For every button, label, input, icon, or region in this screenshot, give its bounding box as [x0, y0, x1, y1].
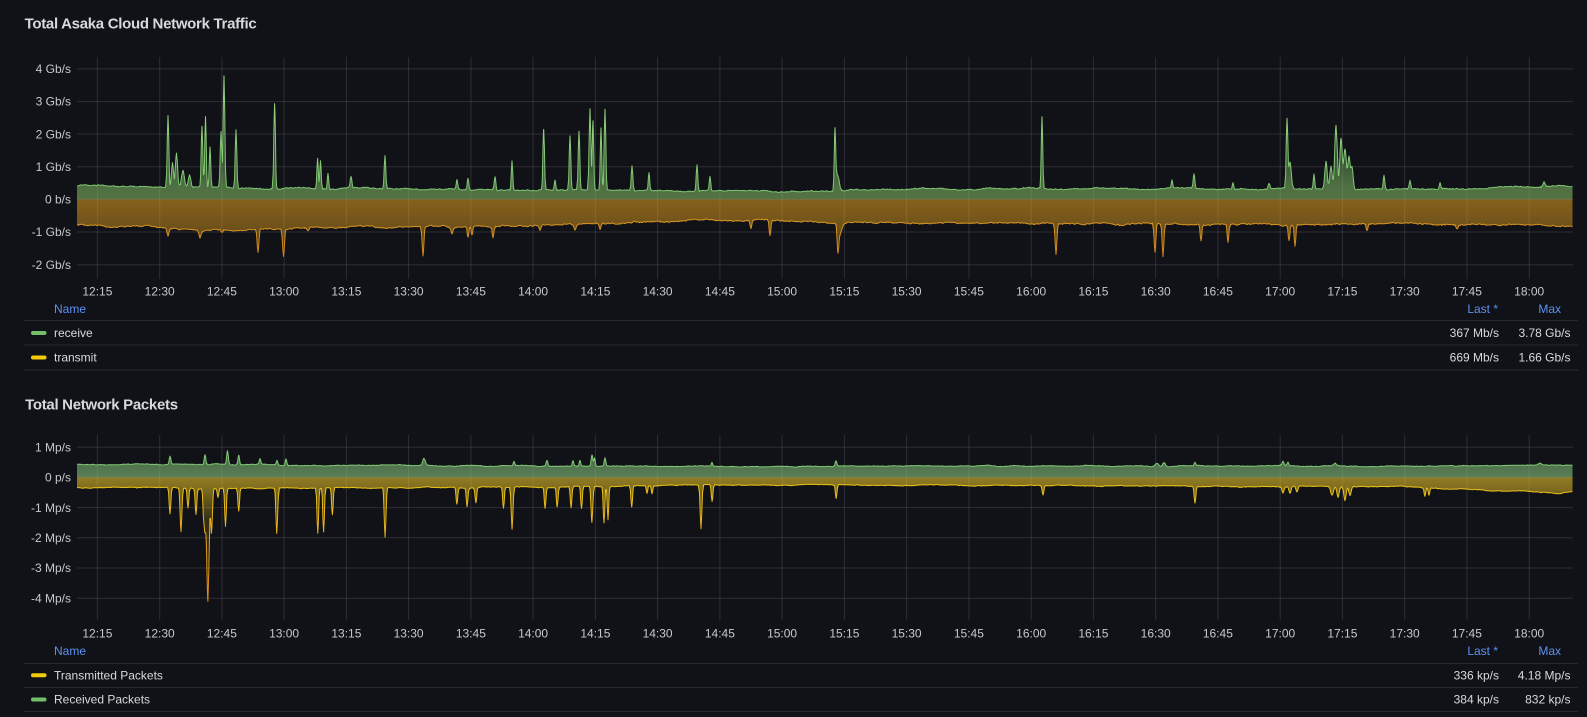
svg-text:1.66 Gb/s: 1.66 Gb/s — [1518, 351, 1570, 365]
svg-text:13:30: 13:30 — [394, 627, 424, 641]
svg-text:0 b/s: 0 b/s — [45, 193, 71, 207]
svg-text:-3 Mp/s: -3 Mp/s — [31, 561, 71, 575]
svg-text:13:00: 13:00 — [269, 285, 299, 299]
svg-text:832 kp/s: 832 kp/s — [1525, 693, 1570, 707]
svg-text:17:15: 17:15 — [1327, 627, 1357, 641]
svg-text:336 kp/s: 336 kp/s — [1454, 668, 1499, 682]
svg-text:16:00: 16:00 — [1016, 627, 1046, 641]
svg-text:3 Gb/s: 3 Gb/s — [36, 95, 71, 109]
svg-text:4 Gb/s: 4 Gb/s — [36, 62, 71, 76]
svg-text:17:30: 17:30 — [1390, 285, 1420, 299]
svg-text:2 Gb/s: 2 Gb/s — [36, 127, 71, 141]
svg-text:13:45: 13:45 — [456, 285, 486, 299]
svg-text:14:45: 14:45 — [705, 285, 735, 299]
svg-text:15:45: 15:45 — [954, 627, 984, 641]
svg-text:14:45: 14:45 — [705, 627, 735, 641]
svg-text:Last *: Last * — [1467, 302, 1498, 316]
svg-text:-2 Gb/s: -2 Gb/s — [32, 258, 71, 272]
svg-text:384 kp/s: 384 kp/s — [1454, 693, 1499, 707]
svg-text:17:00: 17:00 — [1265, 285, 1295, 299]
svg-text:15:45: 15:45 — [954, 285, 984, 299]
svg-text:15:00: 15:00 — [767, 627, 797, 641]
svg-text:16:30: 16:30 — [1141, 627, 1171, 641]
svg-text:1 Gb/s: 1 Gb/s — [36, 160, 71, 174]
svg-text:17:30: 17:30 — [1390, 627, 1420, 641]
svg-text:15:00: 15:00 — [767, 285, 797, 299]
svg-text:Total Asaka Cloud Network Traf: Total Asaka Cloud Network Traffic — [25, 15, 257, 32]
svg-text:12:15: 12:15 — [82, 627, 112, 641]
svg-text:Transmitted Packets: Transmitted Packets — [54, 668, 163, 682]
svg-text:Name: Name — [54, 644, 86, 658]
svg-text:16:00: 16:00 — [1016, 285, 1046, 299]
svg-text:3.78 Gb/s: 3.78 Gb/s — [1518, 326, 1570, 340]
svg-text:14:30: 14:30 — [643, 627, 673, 641]
svg-text:14:00: 14:00 — [518, 627, 548, 641]
svg-text:15:15: 15:15 — [829, 627, 859, 641]
svg-text:13:00: 13:00 — [269, 627, 299, 641]
svg-text:17:45: 17:45 — [1452, 285, 1482, 299]
svg-text:-4 Mp/s: -4 Mp/s — [31, 591, 71, 605]
svg-text:Max: Max — [1538, 302, 1561, 316]
svg-text:17:00: 17:00 — [1265, 627, 1295, 641]
svg-text:Name: Name — [54, 302, 86, 316]
svg-text:17:45: 17:45 — [1452, 627, 1482, 641]
svg-text:18:00: 18:00 — [1514, 285, 1544, 299]
svg-text:Last *: Last * — [1467, 644, 1498, 658]
svg-text:1 Mp/s: 1 Mp/s — [35, 440, 71, 454]
svg-text:13:30: 13:30 — [394, 285, 424, 299]
svg-text:14:30: 14:30 — [643, 285, 673, 299]
svg-text:15:15: 15:15 — [829, 285, 859, 299]
svg-text:367 Mb/s: 367 Mb/s — [1450, 326, 1499, 340]
svg-text:12:15: 12:15 — [82, 285, 112, 299]
svg-text:669 Mb/s: 669 Mb/s — [1450, 351, 1499, 365]
svg-text:0 p/s: 0 p/s — [45, 471, 71, 485]
svg-text:Received Packets: Received Packets — [54, 693, 150, 707]
svg-text:14:00: 14:00 — [518, 285, 548, 299]
svg-text:16:15: 16:15 — [1078, 285, 1108, 299]
svg-text:15:30: 15:30 — [892, 285, 922, 299]
svg-text:12:45: 12:45 — [207, 285, 237, 299]
svg-text:-1 Mp/s: -1 Mp/s — [31, 501, 71, 515]
svg-text:12:30: 12:30 — [145, 627, 175, 641]
svg-text:13:15: 13:15 — [331, 285, 361, 299]
svg-text:16:45: 16:45 — [1203, 627, 1233, 641]
svg-text:-1 Gb/s: -1 Gb/s — [32, 225, 71, 239]
svg-text:receive: receive — [54, 326, 93, 340]
svg-text:14:15: 14:15 — [580, 627, 610, 641]
svg-text:18:00: 18:00 — [1514, 627, 1544, 641]
svg-text:12:45: 12:45 — [207, 627, 237, 641]
svg-text:14:15: 14:15 — [580, 285, 610, 299]
svg-text:4.18 Mp/s: 4.18 Mp/s — [1518, 668, 1571, 682]
svg-text:15:30: 15:30 — [892, 627, 922, 641]
svg-text:13:45: 13:45 — [456, 627, 486, 641]
svg-text:16:45: 16:45 — [1203, 285, 1233, 299]
svg-text:16:30: 16:30 — [1141, 285, 1171, 299]
svg-text:17:15: 17:15 — [1327, 285, 1357, 299]
svg-text:-2 Mp/s: -2 Mp/s — [31, 531, 71, 545]
svg-text:transmit: transmit — [54, 351, 97, 365]
svg-text:16:15: 16:15 — [1078, 627, 1108, 641]
svg-text:12:30: 12:30 — [145, 285, 175, 299]
svg-text:Max: Max — [1538, 644, 1561, 658]
svg-text:13:15: 13:15 — [331, 627, 361, 641]
svg-text:Total Network Packets: Total Network Packets — [25, 396, 178, 413]
